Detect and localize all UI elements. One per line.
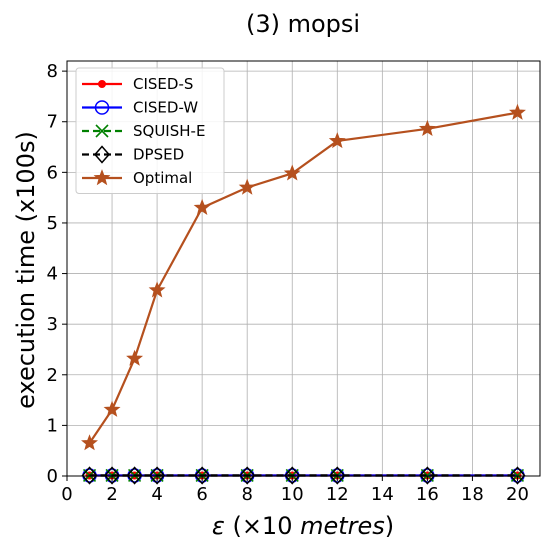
x-axis-label-close: ) [385, 512, 394, 540]
x-tick-label: 0 [61, 484, 72, 505]
chart-title: (3) mopsi [246, 10, 360, 38]
legend-label: CISED-W [133, 99, 198, 117]
y-tick-label: 6 [47, 162, 58, 183]
legend-entry-optimal: Optimal [82, 169, 192, 187]
data-point-dpsed [329, 466, 346, 485]
data-point-dpsed [149, 466, 166, 485]
legend-box [75, 67, 225, 194]
y-axis-label: execution time (x100s) [12, 131, 40, 409]
legend-swatch-marker [93, 169, 111, 186]
data-point-dpsed [239, 466, 256, 485]
series-optimal [81, 103, 526, 451]
data-point-optimal [81, 434, 98, 451]
data-point-optimal [238, 178, 256, 195]
legend-swatch-marker [95, 124, 109, 138]
x-axis-label-scale: (×10 [232, 512, 300, 540]
legend-entry-cised-s: CISED-S [82, 75, 193, 93]
legend-label: SQUISH-E [133, 122, 205, 140]
y-tick-label: 0 [47, 466, 58, 487]
x-axis-label-symbol: ε [212, 512, 225, 540]
legend-swatch-marker [98, 80, 106, 88]
data-point-optimal [509, 103, 526, 120]
x-axis-label: ε (×10 metres) [212, 512, 394, 540]
data-point-dpsed [194, 466, 211, 485]
y-tick-label: 2 [47, 365, 58, 386]
y-tick-label: 5 [47, 213, 58, 234]
data-point-dpsed [284, 466, 301, 485]
data-point-optimal [418, 119, 436, 137]
x-tick-label: 20 [506, 484, 529, 505]
legend: CISED-S CISED-W SQUISH-E DPSED Optimal [75, 67, 225, 194]
data-point-optimal [148, 281, 166, 298]
y-tick-label: 1 [47, 415, 58, 436]
data-point-dpsed [419, 466, 436, 485]
x-tick-label: 2 [106, 484, 117, 505]
x-axis-label-unit: metres [300, 512, 385, 540]
data-point-dpsed [104, 466, 121, 485]
data-point-dpsed [509, 466, 526, 485]
data-point-optimal [103, 400, 121, 417]
data-point-optimal [193, 198, 211, 215]
y-axis-ticks: 0 1 2 3 4 5 6 7 8 [47, 61, 67, 487]
x-tick-label: 14 [371, 484, 394, 505]
plot-frame [66, 60, 541, 477]
x-axis-ticks: 0 2 4 6 8 10 12 14 16 18 20 [61, 476, 529, 505]
data-point-dpsed [81, 466, 98, 485]
x-tick-label: 18 [461, 484, 484, 505]
plot-series [81, 103, 526, 485]
legend-label: Optimal [133, 169, 192, 187]
x-tick-label: 8 [241, 484, 252, 505]
x-tick-label: 16 [416, 484, 439, 505]
series-line-optimal [88, 111, 518, 444]
legend-swatch-marker [94, 145, 110, 164]
legend-label: DPSED [133, 146, 184, 164]
data-point-optimal [283, 164, 301, 181]
legend-swatch-marker-stroke [95, 124, 109, 138]
x-tick-label: 10 [281, 484, 304, 505]
legend-entry-squish-e: SQUISH-E [82, 122, 205, 140]
data-point-optimal [328, 132, 346, 149]
data-point-dpsed [126, 466, 143, 485]
y-tick-label: 3 [47, 314, 58, 335]
series-dpsed [81, 466, 526, 485]
legend-label: CISED-S [133, 75, 193, 93]
data-point-optimal [126, 349, 144, 366]
y-tick-label: 4 [47, 264, 58, 285]
x-tick-label: 6 [196, 484, 207, 505]
legend-entry-cised-w: CISED-W [82, 99, 198, 117]
y-tick-label: 7 [47, 112, 58, 133]
y-tick-label: 8 [47, 61, 58, 82]
legend-entry-dpsed: DPSED [82, 145, 184, 164]
legend-swatch-marker [94, 100, 110, 115]
x-tick-label: 12 [326, 484, 349, 505]
x-tick-label: 4 [151, 484, 162, 505]
